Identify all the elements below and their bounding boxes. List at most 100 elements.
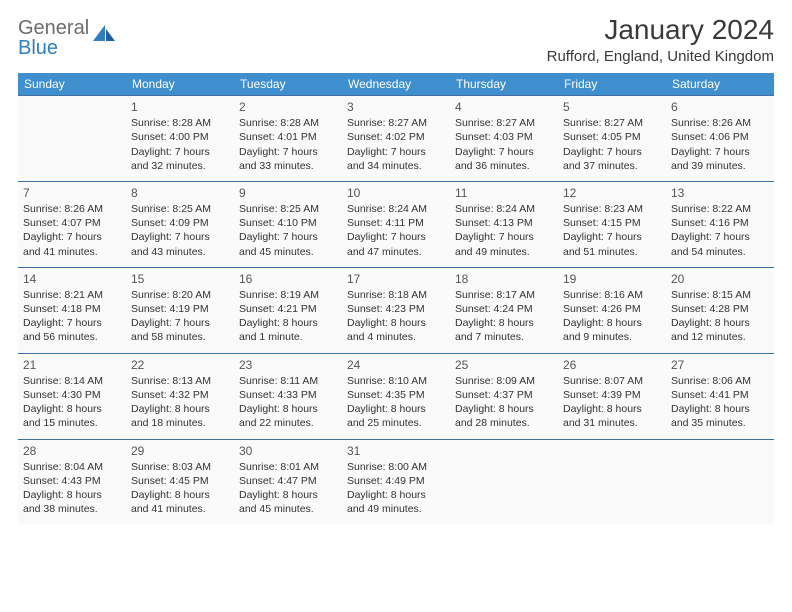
sunrise-text: Sunrise: 8:01 AM xyxy=(239,460,337,474)
calendar-day-cell: 21Sunrise: 8:14 AMSunset: 4:30 PMDayligh… xyxy=(18,353,126,439)
brand-part1: General xyxy=(18,17,89,39)
calendar-day-cell: 17Sunrise: 8:18 AMSunset: 4:23 PMDayligh… xyxy=(342,267,450,353)
daylight-text: Daylight: 7 hours and 58 minutes. xyxy=(131,316,229,344)
day-number: 31 xyxy=(347,443,445,459)
location-text: Rufford, England, United Kingdom xyxy=(547,48,774,65)
day-number: 21 xyxy=(23,357,121,373)
sunset-text: Sunset: 4:06 PM xyxy=(671,130,769,144)
day-number: 10 xyxy=(347,185,445,201)
day-number: 6 xyxy=(671,99,769,115)
calendar-day-cell: 14Sunrise: 8:21 AMSunset: 4:18 PMDayligh… xyxy=(18,267,126,353)
sunset-text: Sunset: 4:39 PM xyxy=(563,388,661,402)
sunrise-text: Sunrise: 8:24 AM xyxy=(455,202,553,216)
sunrise-text: Sunrise: 8:16 AM xyxy=(563,288,661,302)
day-number: 26 xyxy=(563,357,661,373)
day-number: 15 xyxy=(131,271,229,287)
day-number: 14 xyxy=(23,271,121,287)
daylight-text: Daylight: 8 hours and 45 minutes. xyxy=(239,488,337,516)
daylight-text: Daylight: 7 hours and 33 minutes. xyxy=(239,145,337,173)
sunrise-text: Sunrise: 8:27 AM xyxy=(563,116,661,130)
calendar-day-cell: 23Sunrise: 8:11 AMSunset: 4:33 PMDayligh… xyxy=(234,353,342,439)
daylight-text: Daylight: 7 hours and 47 minutes. xyxy=(347,230,445,258)
daylight-text: Daylight: 7 hours and 41 minutes. xyxy=(23,230,121,258)
sunset-text: Sunset: 4:19 PM xyxy=(131,302,229,316)
sunset-text: Sunset: 4:15 PM xyxy=(563,216,661,230)
brand-text: General Blue xyxy=(18,18,89,58)
sunset-text: Sunset: 4:07 PM xyxy=(23,216,121,230)
sunrise-text: Sunrise: 8:20 AM xyxy=(131,288,229,302)
sunset-text: Sunset: 4:41 PM xyxy=(671,388,769,402)
day-number: 20 xyxy=(671,271,769,287)
sunrise-text: Sunrise: 8:27 AM xyxy=(455,116,553,130)
sunset-text: Sunset: 4:01 PM xyxy=(239,130,337,144)
day-number: 23 xyxy=(239,357,337,373)
daylight-text: Daylight: 8 hours and 15 minutes. xyxy=(23,402,121,430)
sunrise-text: Sunrise: 8:07 AM xyxy=(563,374,661,388)
brand-logo: General Blue xyxy=(18,18,117,58)
sunset-text: Sunset: 4:26 PM xyxy=(563,302,661,316)
day-number: 18 xyxy=(455,271,553,287)
daylight-text: Daylight: 8 hours and 22 minutes. xyxy=(239,402,337,430)
sunset-text: Sunset: 4:13 PM xyxy=(455,216,553,230)
sunset-text: Sunset: 4:47 PM xyxy=(239,474,337,488)
sunrise-text: Sunrise: 8:00 AM xyxy=(347,460,445,474)
calendar-week-row: 1Sunrise: 8:28 AMSunset: 4:00 PMDaylight… xyxy=(18,96,774,182)
calendar-day-cell: 19Sunrise: 8:16 AMSunset: 4:26 PMDayligh… xyxy=(558,267,666,353)
day-number: 17 xyxy=(347,271,445,287)
day-number: 19 xyxy=(563,271,661,287)
daylight-text: Daylight: 7 hours and 56 minutes. xyxy=(23,316,121,344)
weekday-header: Friday xyxy=(558,73,666,96)
daylight-text: Daylight: 8 hours and 31 minutes. xyxy=(563,402,661,430)
weekday-header: Wednesday xyxy=(342,73,450,96)
sunrise-text: Sunrise: 8:28 AM xyxy=(131,116,229,130)
daylight-text: Daylight: 7 hours and 43 minutes. xyxy=(131,230,229,258)
title-block: January 2024 Rufford, England, United Ki… xyxy=(547,14,774,65)
day-number: 24 xyxy=(347,357,445,373)
day-number: 2 xyxy=(239,99,337,115)
sunset-text: Sunset: 4:45 PM xyxy=(131,474,229,488)
sunrise-text: Sunrise: 8:09 AM xyxy=(455,374,553,388)
calendar-day-cell: 22Sunrise: 8:13 AMSunset: 4:32 PMDayligh… xyxy=(126,353,234,439)
calendar-day-cell: 26Sunrise: 8:07 AMSunset: 4:39 PMDayligh… xyxy=(558,353,666,439)
sunrise-text: Sunrise: 8:23 AM xyxy=(563,202,661,216)
brand-sail-icon xyxy=(91,23,117,48)
day-number: 12 xyxy=(563,185,661,201)
weekday-header: Monday xyxy=(126,73,234,96)
sunset-text: Sunset: 4:16 PM xyxy=(671,216,769,230)
calendar-week-row: 28Sunrise: 8:04 AMSunset: 4:43 PMDayligh… xyxy=(18,439,774,524)
sunset-text: Sunset: 4:23 PM xyxy=(347,302,445,316)
sunrise-text: Sunrise: 8:17 AM xyxy=(455,288,553,302)
sunset-text: Sunset: 4:21 PM xyxy=(239,302,337,316)
weekday-header: Saturday xyxy=(666,73,774,96)
daylight-text: Daylight: 7 hours and 49 minutes. xyxy=(455,230,553,258)
calendar-day-cell: 27Sunrise: 8:06 AMSunset: 4:41 PMDayligh… xyxy=(666,353,774,439)
calendar-day-cell: 28Sunrise: 8:04 AMSunset: 4:43 PMDayligh… xyxy=(18,439,126,524)
day-number: 11 xyxy=(455,185,553,201)
day-number: 8 xyxy=(131,185,229,201)
calendar-body: 1Sunrise: 8:28 AMSunset: 4:00 PMDaylight… xyxy=(18,96,774,525)
calendar-day-cell: 2Sunrise: 8:28 AMSunset: 4:01 PMDaylight… xyxy=(234,96,342,182)
weekday-header: Tuesday xyxy=(234,73,342,96)
calendar-day-cell: 18Sunrise: 8:17 AMSunset: 4:24 PMDayligh… xyxy=(450,267,558,353)
sunset-text: Sunset: 4:32 PM xyxy=(131,388,229,402)
sunset-text: Sunset: 4:11 PM xyxy=(347,216,445,230)
calendar-day-cell: 13Sunrise: 8:22 AMSunset: 4:16 PMDayligh… xyxy=(666,181,774,267)
weekday-header: Sunday xyxy=(18,73,126,96)
sunrise-text: Sunrise: 8:14 AM xyxy=(23,374,121,388)
calendar-day-cell: 25Sunrise: 8:09 AMSunset: 4:37 PMDayligh… xyxy=(450,353,558,439)
sunset-text: Sunset: 4:09 PM xyxy=(131,216,229,230)
sunset-text: Sunset: 4:33 PM xyxy=(239,388,337,402)
sunrise-text: Sunrise: 8:27 AM xyxy=(347,116,445,130)
calendar-day-cell: 20Sunrise: 8:15 AMSunset: 4:28 PMDayligh… xyxy=(666,267,774,353)
sunset-text: Sunset: 4:49 PM xyxy=(347,474,445,488)
daylight-text: Daylight: 7 hours and 34 minutes. xyxy=(347,145,445,173)
day-number: 22 xyxy=(131,357,229,373)
sunrise-text: Sunrise: 8:24 AM xyxy=(347,202,445,216)
daylight-text: Daylight: 8 hours and 28 minutes. xyxy=(455,402,553,430)
sunrise-text: Sunrise: 8:25 AM xyxy=(131,202,229,216)
sunrise-text: Sunrise: 8:04 AM xyxy=(23,460,121,474)
sunrise-text: Sunrise: 8:19 AM xyxy=(239,288,337,302)
calendar-day-cell: 6Sunrise: 8:26 AMSunset: 4:06 PMDaylight… xyxy=(666,96,774,182)
sunset-text: Sunset: 4:00 PM xyxy=(131,130,229,144)
daylight-text: Daylight: 7 hours and 37 minutes. xyxy=(563,145,661,173)
